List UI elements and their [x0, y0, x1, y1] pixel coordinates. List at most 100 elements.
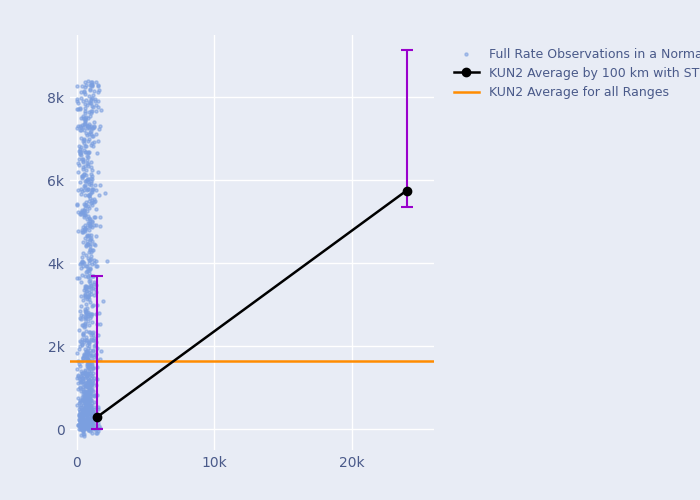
- Full Rate Observations in a Normal Point: [82, 130, 93, 138]
- Full Rate Observations in a Normal Point: [84, 310, 95, 318]
- Full Rate Observations in a Normal Point: [85, 372, 97, 380]
- Full Rate Observations in a Normal Point: [84, 414, 95, 422]
- Full Rate Observations in a Normal Point: [83, 381, 94, 389]
- Full Rate Observations in a Normal Point: [83, 384, 94, 392]
- Full Rate Observations in a Normal Point: [89, 417, 100, 425]
- Full Rate Observations in a Normal Point: [85, 416, 96, 424]
- Full Rate Observations in a Normal Point: [84, 123, 95, 131]
- Full Rate Observations in a Normal Point: [83, 272, 94, 280]
- Full Rate Observations in a Normal Point: [83, 134, 94, 143]
- Full Rate Observations in a Normal Point: [82, 370, 93, 378]
- Full Rate Observations in a Normal Point: [84, 148, 95, 156]
- Full Rate Observations in a Normal Point: [84, 406, 95, 413]
- Full Rate Observations in a Normal Point: [74, 412, 85, 420]
- Full Rate Observations in a Normal Point: [79, 398, 90, 406]
- Full Rate Observations in a Normal Point: [81, 176, 92, 184]
- Full Rate Observations in a Normal Point: [79, 201, 90, 209]
- Full Rate Observations in a Normal Point: [82, 175, 93, 183]
- Full Rate Observations in a Normal Point: [83, 283, 94, 291]
- Full Rate Observations in a Normal Point: [80, 373, 92, 381]
- Full Rate Observations in a Normal Point: [75, 123, 86, 131]
- Full Rate Observations in a Normal Point: [87, 418, 98, 426]
- Full Rate Observations in a Normal Point: [82, 423, 93, 431]
- Full Rate Observations in a Normal Point: [80, 424, 91, 432]
- Full Rate Observations in a Normal Point: [78, 378, 90, 386]
- Full Rate Observations in a Normal Point: [88, 354, 99, 362]
- Full Rate Observations in a Normal Point: [85, 298, 96, 306]
- Full Rate Observations in a Normal Point: [74, 306, 85, 314]
- Full Rate Observations in a Normal Point: [75, 382, 86, 390]
- Full Rate Observations in a Normal Point: [90, 350, 101, 358]
- Full Rate Observations in a Normal Point: [76, 311, 87, 319]
- Full Rate Observations in a Normal Point: [91, 344, 102, 351]
- Full Rate Observations in a Normal Point: [92, 168, 104, 176]
- Full Rate Observations in a Normal Point: [85, 246, 96, 254]
- Full Rate Observations in a Normal Point: [84, 376, 95, 384]
- Full Rate Observations in a Normal Point: [82, 312, 93, 320]
- Full Rate Observations in a Normal Point: [83, 371, 94, 379]
- Full Rate Observations in a Normal Point: [77, 114, 88, 122]
- Full Rate Observations in a Normal Point: [80, 90, 91, 98]
- Full Rate Observations in a Normal Point: [84, 81, 95, 89]
- Full Rate Observations in a Normal Point: [85, 310, 97, 318]
- Full Rate Observations in a Normal Point: [92, 301, 103, 309]
- Full Rate Observations in a Normal Point: [85, 374, 96, 382]
- Full Rate Observations in a Normal Point: [83, 364, 94, 372]
- Full Rate Observations in a Normal Point: [83, 426, 94, 434]
- Full Rate Observations in a Normal Point: [74, 416, 85, 424]
- Full Rate Observations in a Normal Point: [71, 374, 83, 382]
- Full Rate Observations in a Normal Point: [83, 240, 94, 248]
- Full Rate Observations in a Normal Point: [80, 407, 91, 415]
- Full Rate Observations in a Normal Point: [81, 420, 92, 428]
- Full Rate Observations in a Normal Point: [83, 405, 94, 413]
- Full Rate Observations in a Normal Point: [83, 368, 94, 376]
- Full Rate Observations in a Normal Point: [76, 208, 88, 216]
- Full Rate Observations in a Normal Point: [79, 234, 90, 242]
- Full Rate Observations in a Normal Point: [86, 378, 97, 386]
- Full Rate Observations in a Normal Point: [90, 95, 101, 103]
- Full Rate Observations in a Normal Point: [84, 265, 95, 273]
- Full Rate Observations in a Normal Point: [79, 408, 90, 416]
- Full Rate Observations in a Normal Point: [73, 420, 84, 428]
- Full Rate Observations in a Normal Point: [90, 284, 101, 292]
- Full Rate Observations in a Normal Point: [79, 396, 90, 404]
- Full Rate Observations in a Normal Point: [84, 256, 95, 264]
- Full Rate Observations in a Normal Point: [74, 410, 85, 418]
- Full Rate Observations in a Normal Point: [94, 424, 106, 432]
- Full Rate Observations in a Normal Point: [83, 360, 94, 368]
- Full Rate Observations in a Normal Point: [80, 308, 91, 316]
- Full Rate Observations in a Normal Point: [80, 170, 92, 178]
- Full Rate Observations in a Normal Point: [71, 200, 83, 208]
- Full Rate Observations in a Normal Point: [90, 425, 101, 433]
- Full Rate Observations in a Normal Point: [79, 314, 90, 322]
- Full Rate Observations in a Normal Point: [76, 302, 87, 310]
- Full Rate Observations in a Normal Point: [85, 282, 97, 290]
- Full Rate Observations in a Normal Point: [83, 374, 94, 382]
- Full Rate Observations in a Normal Point: [82, 355, 93, 363]
- Full Rate Observations in a Normal Point: [74, 400, 85, 407]
- Full Rate Observations in a Normal Point: [79, 318, 90, 326]
- Full Rate Observations in a Normal Point: [84, 242, 95, 250]
- Full Rate Observations in a Normal Point: [85, 245, 96, 253]
- Full Rate Observations in a Normal Point: [85, 404, 97, 412]
- Full Rate Observations in a Normal Point: [86, 386, 97, 394]
- Full Rate Observations in a Normal Point: [81, 223, 92, 231]
- Full Rate Observations in a Normal Point: [71, 96, 83, 104]
- Full Rate Observations in a Normal Point: [77, 223, 88, 231]
- Full Rate Observations in a Normal Point: [82, 414, 93, 422]
- Full Rate Observations in a Normal Point: [80, 320, 91, 328]
- Full Rate Observations in a Normal Point: [71, 82, 83, 90]
- Full Rate Observations in a Normal Point: [79, 100, 90, 108]
- Full Rate Observations in a Normal Point: [92, 426, 104, 434]
- Full Rate Observations in a Normal Point: [79, 181, 90, 189]
- Full Rate Observations in a Normal Point: [80, 368, 91, 376]
- Full Rate Observations in a Normal Point: [81, 370, 92, 378]
- Full Rate Observations in a Normal Point: [72, 227, 83, 235]
- Full Rate Observations in a Normal Point: [87, 408, 98, 416]
- Full Rate Observations in a Normal Point: [92, 412, 103, 420]
- Full Rate Observations in a Normal Point: [86, 360, 97, 368]
- Full Rate Observations in a Normal Point: [74, 144, 85, 152]
- Full Rate Observations in a Normal Point: [86, 139, 97, 147]
- Full Rate Observations in a Normal Point: [78, 374, 89, 382]
- Full Rate Observations in a Normal Point: [73, 106, 84, 114]
